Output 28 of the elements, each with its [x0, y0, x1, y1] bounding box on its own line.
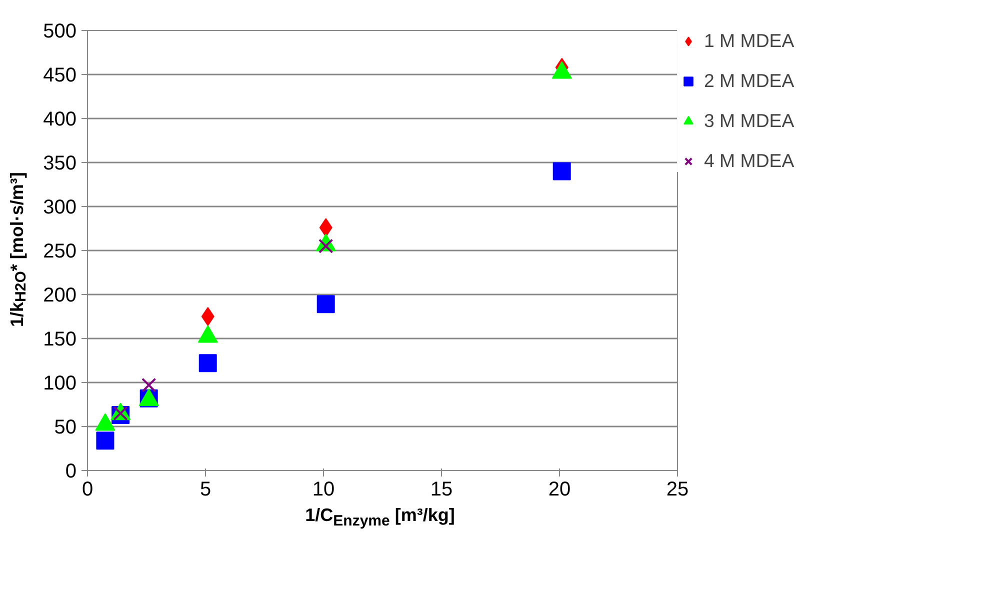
y-tick-label: 350 [43, 152, 77, 174]
point [198, 354, 217, 372]
y-tick-label: 50 [54, 416, 77, 438]
x-tick-label: 10 [312, 478, 335, 500]
legend-label: 3 M MDEA [704, 110, 794, 132]
y-tick-label: 200 [43, 284, 77, 306]
point [552, 162, 571, 180]
legend-label: 2 M MDEA [704, 70, 794, 92]
x-tick-label: 15 [430, 478, 453, 500]
x-tick-label: 0 [82, 478, 94, 500]
y-tick-label: 500 [43, 20, 77, 42]
x-tick-label: 25 [666, 478, 689, 500]
legend-label: 1 M MDEA [704, 30, 794, 52]
x-axis-title: 1/C$_{Enzyme}$ [m³/kg] [305, 504, 455, 532]
x-tick-label: 5 [200, 478, 212, 500]
point [96, 432, 114, 450]
point [141, 378, 156, 393]
y-tick-label: 150 [43, 328, 77, 350]
point [201, 307, 214, 326]
x-tick-label: 20 [548, 478, 571, 500]
y-tick-label: 100 [43, 372, 77, 394]
y-tick-label: 0 [65, 460, 76, 482]
legend-label: 4 M MDEA [704, 150, 794, 172]
y-tick-label: 250 [43, 240, 77, 262]
point [316, 295, 335, 314]
y-tick-label: 300 [43, 196, 77, 218]
y-tick-label: 400 [43, 108, 77, 130]
y-tick-label: 450 [43, 64, 77, 86]
